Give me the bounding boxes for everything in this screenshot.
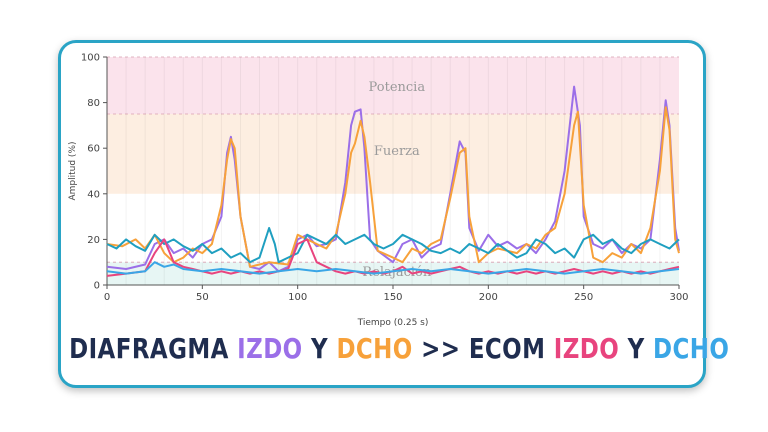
x-tick-label: 300 xyxy=(669,292,688,303)
series-line-4 xyxy=(106,261,680,275)
series-line-3 xyxy=(106,238,680,277)
caption-part-8: DCHO xyxy=(653,332,730,365)
x-tick-label: 0 xyxy=(104,292,110,303)
zone-label-1: Fuerza xyxy=(374,144,420,159)
x-tick-label: 50 xyxy=(196,292,209,303)
series-line-0 xyxy=(106,85,680,273)
chart-card: Potencia Fuerza Relajación 0 50 100 150 200 250 3… xyxy=(58,40,706,388)
x-tick-label: 150 xyxy=(383,292,402,303)
caption-part-6: IZDO xyxy=(553,332,620,365)
x-tick-label: 250 xyxy=(574,292,593,303)
y-tick-label: 0 xyxy=(94,281,100,292)
zone-band-0 xyxy=(107,57,679,114)
series-line-2 xyxy=(106,227,680,264)
caption-title: DIAFRAGMA IZDO Y DCHO >> ECOM IZDO Y DCH… xyxy=(69,332,729,365)
caption-part-3: Y xyxy=(302,332,337,365)
y-tick-label: 20 xyxy=(87,235,100,246)
caption-part-2: IZDO xyxy=(237,332,303,365)
series-line-1 xyxy=(106,106,680,268)
y-tick-label: 80 xyxy=(87,98,100,109)
caption-part-4: DCHO xyxy=(336,332,413,365)
zone-band-1 xyxy=(107,114,679,194)
y-tick-label: 100 xyxy=(81,53,100,64)
zone-label-0: Potencia xyxy=(369,80,426,95)
y-tick-label: 60 xyxy=(87,144,100,155)
caption-part-5: >> ECOM xyxy=(412,332,554,365)
x-tick-label: 100 xyxy=(288,292,307,303)
x-axis-label: Tiempo (0.25 s) xyxy=(357,318,429,328)
zone-band-2 xyxy=(107,262,679,285)
caption-part-7: Y xyxy=(619,332,654,365)
x-tick-label: 200 xyxy=(479,292,498,303)
y-axis-label: Amplitud (%) xyxy=(68,141,78,200)
caption-part-1: DIAFRAGMA xyxy=(69,332,238,365)
y-tick-label: 40 xyxy=(87,189,100,200)
